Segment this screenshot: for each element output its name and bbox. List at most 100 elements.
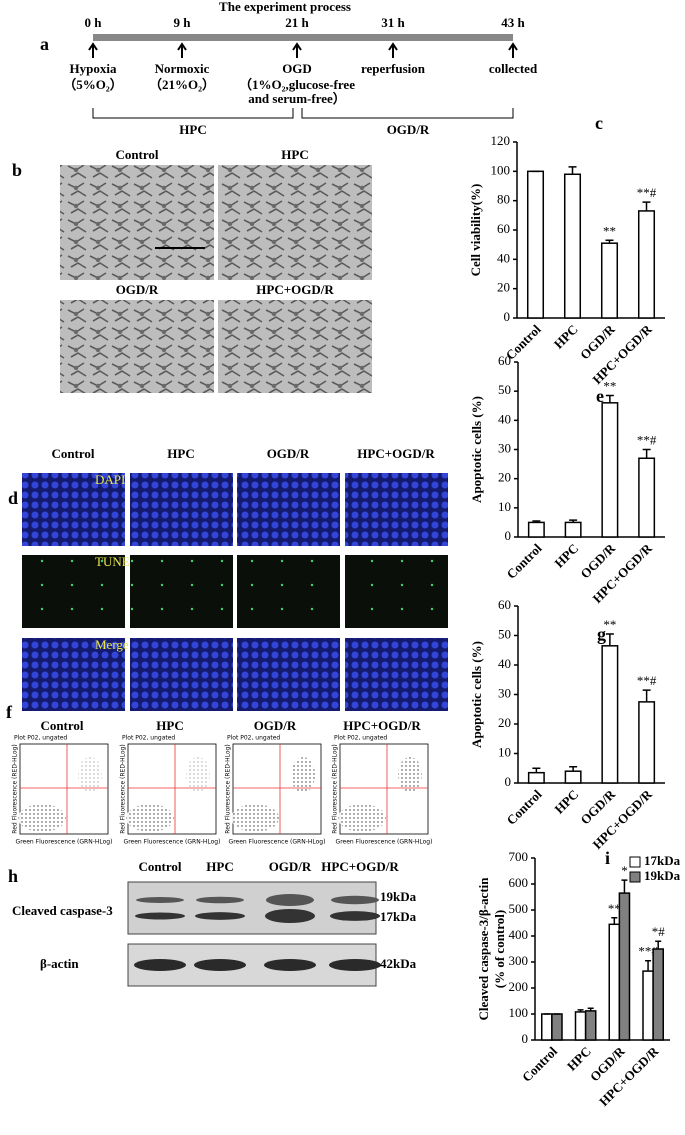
band <box>136 897 184 903</box>
error-bar <box>577 1009 584 1012</box>
bar <box>564 770 582 784</box>
arrow <box>388 42 398 58</box>
y-tick-label: 0 <box>505 774 512 789</box>
error-bar <box>642 201 651 211</box>
y-axis-label: Cell viability(%) <box>468 184 483 277</box>
panel-letter: g <box>597 624 606 644</box>
error-bar <box>645 959 652 972</box>
event-label: OGD <box>282 61 312 76</box>
fluorescence-image <box>345 638 448 711</box>
error-bar <box>532 767 541 773</box>
micrograph-label: HPC+OGD/R <box>256 282 334 297</box>
y-tick-label: 100 <box>491 162 511 177</box>
legend-swatch <box>629 871 641 883</box>
size-label: 17kDa <box>380 909 417 924</box>
flow-ylabel: Red Fluorescence (RED-HLog) <box>12 744 19 833</box>
y-tick-label: 40 <box>498 656 511 671</box>
stain-label: Merge <box>95 637 129 652</box>
band <box>266 894 314 906</box>
micrograph-label: Control <box>115 147 158 162</box>
bar <box>563 173 582 319</box>
significance: **# <box>637 673 657 688</box>
y-tick-label: 0 <box>505 528 512 543</box>
band <box>265 909 315 923</box>
bar <box>637 210 656 319</box>
plot-title: Plot P02, ungated <box>334 735 387 742</box>
column-label: OGD/R <box>254 718 297 733</box>
error-bar <box>611 917 618 925</box>
bar <box>601 645 619 784</box>
error-bar <box>621 879 628 894</box>
blot <box>127 881 377 935</box>
panel-letter: b <box>12 160 22 180</box>
bar <box>638 701 656 784</box>
error-bar <box>569 519 578 523</box>
y-tick-label: 200 <box>509 979 529 994</box>
y-tick-label: 60 <box>497 221 510 236</box>
bar <box>584 1010 597 1041</box>
panel-letter: c <box>595 113 603 133</box>
column-label: OGD/R <box>267 446 310 461</box>
micrograph <box>60 300 214 393</box>
x-tick-label: HPC <box>551 541 581 571</box>
y-tick-label: 30 <box>498 440 511 455</box>
flow-ylabel: Red Fluorescence (RED-HLog) <box>225 744 232 833</box>
event-note: （1%O₂,glucose-free <box>239 77 355 92</box>
stain-label: DAPI <box>95 472 125 487</box>
micrograph-label: HPC <box>281 147 308 162</box>
panel-letter: i <box>605 848 610 868</box>
significance: ** <box>603 223 616 238</box>
significance: * <box>621 863 628 878</box>
fluorescence-image <box>237 555 340 628</box>
column-label: HPC <box>156 718 183 733</box>
y-tick-label: 60 <box>498 597 511 612</box>
flow-cloud <box>186 757 210 793</box>
band <box>331 895 379 905</box>
bar <box>638 457 656 538</box>
figure-title: The experiment process <box>219 0 351 14</box>
panel-letter: h <box>8 866 18 886</box>
flow-xlabel: Green Fluorescence (GRN-HLog) <box>229 839 326 846</box>
x-tick-label: HPC <box>551 322 581 352</box>
flow-cloud <box>398 757 422 793</box>
band <box>330 911 380 921</box>
fluorescence-image <box>22 638 125 711</box>
arrow <box>88 42 98 58</box>
fluorescence-image <box>345 555 448 628</box>
error-bar <box>655 940 662 949</box>
error-bar <box>568 166 577 175</box>
lane-label: Control <box>138 859 181 874</box>
band <box>196 896 244 904</box>
flow-cloud <box>18 804 66 832</box>
phase-label: HPC <box>179 122 206 137</box>
flow-xlabel: Green Fluorescence (GRN-HLog) <box>16 839 113 846</box>
flow-cloud <box>126 804 174 832</box>
error-bar <box>569 766 578 772</box>
y-tick-label: 600 <box>509 875 529 890</box>
stain-label: TUNEL <box>95 554 138 569</box>
y-tick-label: 20 <box>498 470 511 485</box>
row-label: Cleaved caspase-3 <box>12 903 113 918</box>
arrow <box>292 42 302 58</box>
event-label: collected <box>489 61 538 76</box>
flow-xlabel: Green Fluorescence (GRN-HLog) <box>124 839 221 846</box>
time-label: 31 h <box>381 15 405 30</box>
column-label: Control <box>51 446 94 461</box>
y-axis-label: (% of control) <box>492 910 507 988</box>
significance: ** <box>603 379 616 394</box>
bar <box>527 521 545 538</box>
significance: **# <box>637 432 657 447</box>
flow-xlabel: Green Fluorescence (GRN-HLog) <box>336 839 433 846</box>
column-label: Control <box>40 718 83 733</box>
fluorescence-image <box>237 473 340 546</box>
panel-letter: d <box>8 488 18 508</box>
bar <box>601 402 619 538</box>
y-tick-label: 20 <box>498 715 511 730</box>
phase-label: OGD/R <box>387 122 430 137</box>
y-tick-label: 0 <box>522 1031 529 1046</box>
bar <box>527 771 545 784</box>
significance: ** <box>608 901 621 916</box>
y-tick-label: 500 <box>509 901 529 916</box>
y-tick-label: 100 <box>509 1005 529 1020</box>
